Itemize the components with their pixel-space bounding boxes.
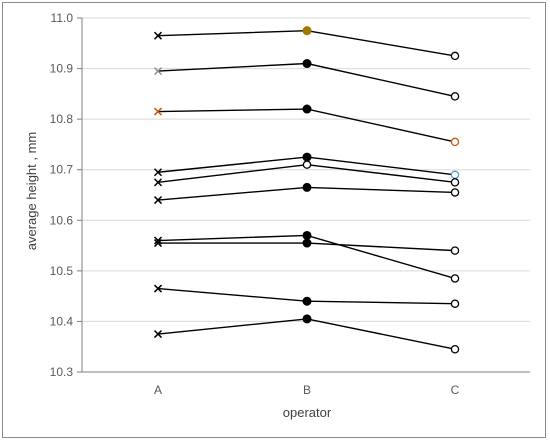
cross-stroke: [153, 168, 163, 177]
y-tick-label: 10.6: [50, 213, 74, 227]
axes: [77, 17, 530, 373]
data-point-filled: [302, 104, 312, 114]
cross-stroke: [153, 31, 163, 40]
y-tick-label: 10.9: [50, 62, 74, 76]
y-axis-title: average height , mm: [24, 132, 39, 251]
data-point-cross: [153, 236, 163, 245]
data-point-filled: [302, 152, 312, 162]
x-axis-title: operator: [283, 405, 332, 420]
y-tick-label: 10.5: [50, 264, 74, 278]
data-point-open: [450, 170, 460, 180]
data-point-open: [302, 160, 312, 169]
y-tick-label: 10.3: [50, 365, 74, 379]
data-markers: [153, 26, 460, 354]
cross-stroke: [153, 236, 163, 245]
cross-stroke: [153, 178, 163, 187]
x-tick-label: B: [303, 383, 311, 397]
cross-stroke: [153, 67, 163, 76]
data-point-open: [450, 92, 460, 101]
y-tick-label: 10.8: [50, 112, 74, 126]
data-point-open: [450, 274, 460, 283]
data-point-cross: [153, 67, 163, 76]
data-point-cross: [153, 196, 163, 205]
y-tick-label: 10.7: [50, 163, 74, 177]
cross-stroke: [153, 107, 163, 116]
data-point-open: [450, 178, 460, 187]
x-tick-label: A: [154, 383, 162, 397]
cross-stroke: [153, 284, 163, 293]
x-tick-label: C: [451, 383, 460, 397]
data-point-filled: [302, 182, 312, 192]
cross-stroke: [153, 239, 163, 248]
data-point-cross: [153, 168, 163, 177]
data-point-cross: [153, 239, 163, 248]
data-point-filled: [302, 314, 312, 324]
data-point-filled: [302, 26, 312, 36]
data-point-filled: [302, 230, 312, 240]
data-point-cross: [153, 107, 163, 116]
data-point-open: [450, 188, 460, 197]
data-point-filled: [302, 59, 312, 69]
data-point-cross: [153, 31, 163, 40]
y-tick-label: 10.4: [50, 314, 74, 328]
data-point-open: [450, 344, 460, 354]
cross-stroke: [153, 196, 163, 205]
data-point-filled: [302, 296, 312, 306]
series-line: [157, 108, 456, 143]
series-line: [157, 318, 456, 350]
data-point-open: [450, 246, 460, 255]
data-point-filled: [302, 238, 312, 248]
data-point-open: [450, 137, 460, 147]
data-point-cross: [153, 178, 163, 187]
data-point-open: [450, 51, 460, 61]
data-point-open: [450, 299, 460, 308]
data-point-cross: [153, 330, 163, 339]
cross-stroke: [153, 330, 163, 339]
y-tick-label: 11.0: [51, 11, 74, 25]
x-tick-labels: A B C: [154, 383, 460, 397]
gridlines: [82, 17, 530, 322]
data-point-cross: [153, 284, 163, 293]
y-tick-labels: 10.3 10.4 10.5 10.6 10.7 10.8 10.9 11.0: [50, 11, 74, 379]
